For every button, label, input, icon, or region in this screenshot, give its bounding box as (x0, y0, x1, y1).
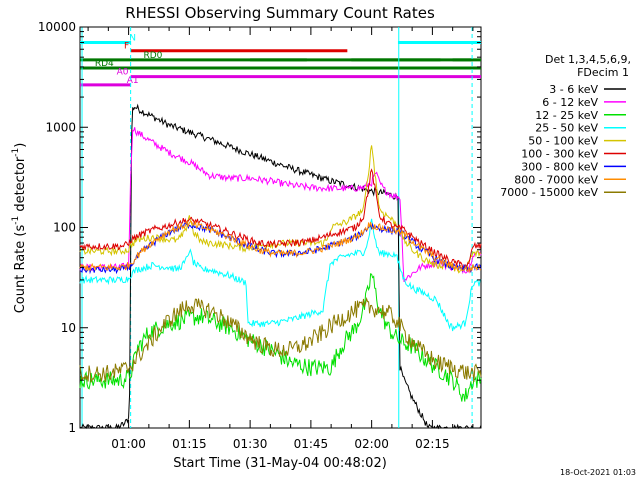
vertical-markers (81, 27, 473, 428)
x-tick-label: 01:45 (294, 437, 329, 451)
flag-label-f: F (124, 42, 129, 52)
legend-entry-label: 800 - 7000 keV (514, 173, 598, 186)
y-label-main: Count Rate (s (13, 225, 28, 314)
series-line-2 (79, 127, 482, 283)
y-label-sup2: -1 (11, 148, 21, 157)
series-line-5 (79, 145, 482, 274)
legend-entry-label: 6 - 12 keV (542, 96, 598, 109)
footer-date: 18-Oct-2021 01:03 (560, 468, 636, 477)
legend-entry-label: 25 - 50 keV (535, 122, 598, 135)
x-tick-label: 01:15 (172, 437, 207, 451)
y-axis-label: Count Rate (s-1 detector-1) (11, 143, 28, 314)
legend-entry-label: 7000 - 15000 keV (500, 186, 598, 199)
y-label-sup: -1 (11, 216, 21, 225)
y-label-end: ) (13, 143, 28, 148)
y-label-mid: detector (13, 156, 28, 216)
legend-header-1: Det 1,3,4,5,6,9, (545, 53, 631, 66)
x-axis: 01:00 01:15 01:30 01:45 02:00 02:15 (87, 27, 474, 451)
x-tick-label: 02:15 (415, 437, 450, 451)
legend-header-2: FDecim 1 (577, 66, 629, 79)
x-tick-label: 01:00 (111, 437, 146, 451)
legend-entry-label: 3 - 6 keV (549, 83, 598, 96)
series-line-9 (79, 296, 482, 383)
y-tick-label: 1 (68, 421, 76, 435)
legend-entry-label: 50 - 100 keV (528, 135, 598, 148)
flag-label-rd4: RD4 (95, 59, 114, 69)
legend-entry-label: 300 - 800 keV (521, 160, 598, 173)
x-tick-label: 01:30 (233, 437, 268, 451)
legend-entry-label: 12 - 25 keV (535, 109, 598, 122)
y-tick-label: 10000 (38, 20, 76, 34)
y-axis: 1 10 100 1000 10000 (38, 20, 481, 435)
x-tick-label: 02:00 (354, 437, 389, 451)
legend-entry-label: 100 - 300 keV (521, 148, 598, 161)
x-axis-label: Start Time (31-May-04 00:48:02) (173, 456, 387, 471)
y-tick-label: 1000 (45, 120, 76, 134)
flag-label-n: N (129, 34, 136, 44)
series-lines (79, 103, 482, 430)
series-line-7 (79, 220, 482, 275)
y-tick-label: 100 (53, 221, 76, 235)
chart-title: RHESSI Observing Summary Count Rates (125, 4, 435, 22)
flag-label-rd0: RD0 (143, 51, 162, 61)
plot-frame (79, 26, 482, 429)
series-line-8 (79, 220, 482, 274)
flag-label-a0: A0 (117, 68, 129, 78)
series-line-4 (79, 218, 482, 332)
series-line-1 (79, 103, 482, 430)
series-line-6 (79, 168, 482, 269)
flag-label-a1: A1 (127, 76, 139, 86)
y-tick-label: 10 (61, 321, 76, 335)
